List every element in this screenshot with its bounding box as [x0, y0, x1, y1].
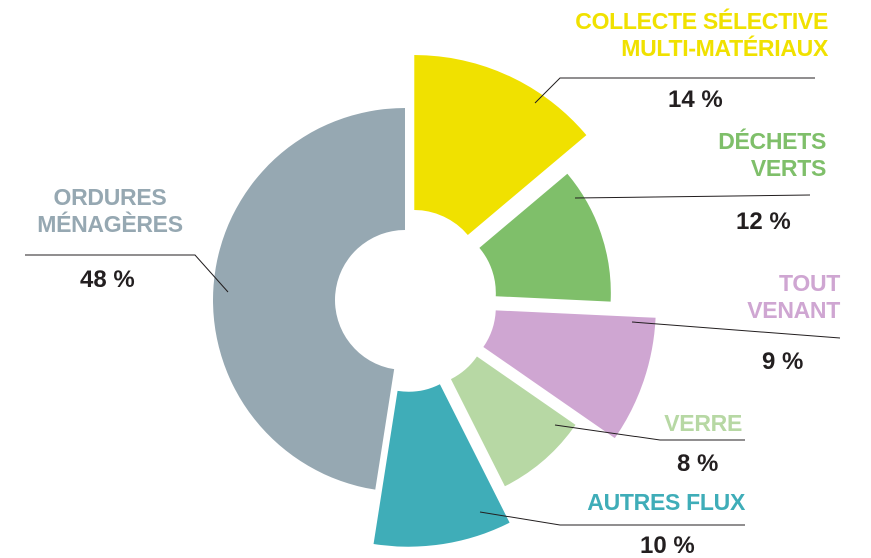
leader-line: [479, 511, 745, 526]
donut-segment: [212, 108, 405, 490]
donut-segment: [483, 310, 656, 439]
value-label: 10 %: [640, 532, 695, 558]
category-label: VERRE: [664, 410, 742, 436]
value-label: 12 %: [736, 208, 791, 235]
category-label: COLLECTE SÉLECTIVE MULTI-MATÉRIAUX: [575, 8, 828, 61]
value-label: 14 %: [668, 86, 723, 113]
value-label: 48 %: [80, 266, 135, 293]
leader-line: [574, 194, 811, 199]
leader-line: [631, 321, 841, 339]
leader-line: [25, 254, 229, 293]
value-label: 9 %: [762, 348, 804, 375]
donut-segment: [414, 55, 587, 235]
category-label: ORDURES MÉNAGÈRES: [37, 184, 183, 237]
leader-line: [554, 424, 745, 441]
category-label: AUTRES FLUX: [587, 489, 745, 515]
category-label: DÉCHETS VERTS: [718, 128, 826, 181]
donut-segment: [373, 384, 510, 547]
donut-segment: [479, 173, 611, 302]
leader-line: [534, 77, 815, 104]
donut-segment: [450, 356, 576, 487]
category-label: TOUT VENANT: [747, 270, 840, 323]
value-label: 8 %: [677, 450, 719, 477]
